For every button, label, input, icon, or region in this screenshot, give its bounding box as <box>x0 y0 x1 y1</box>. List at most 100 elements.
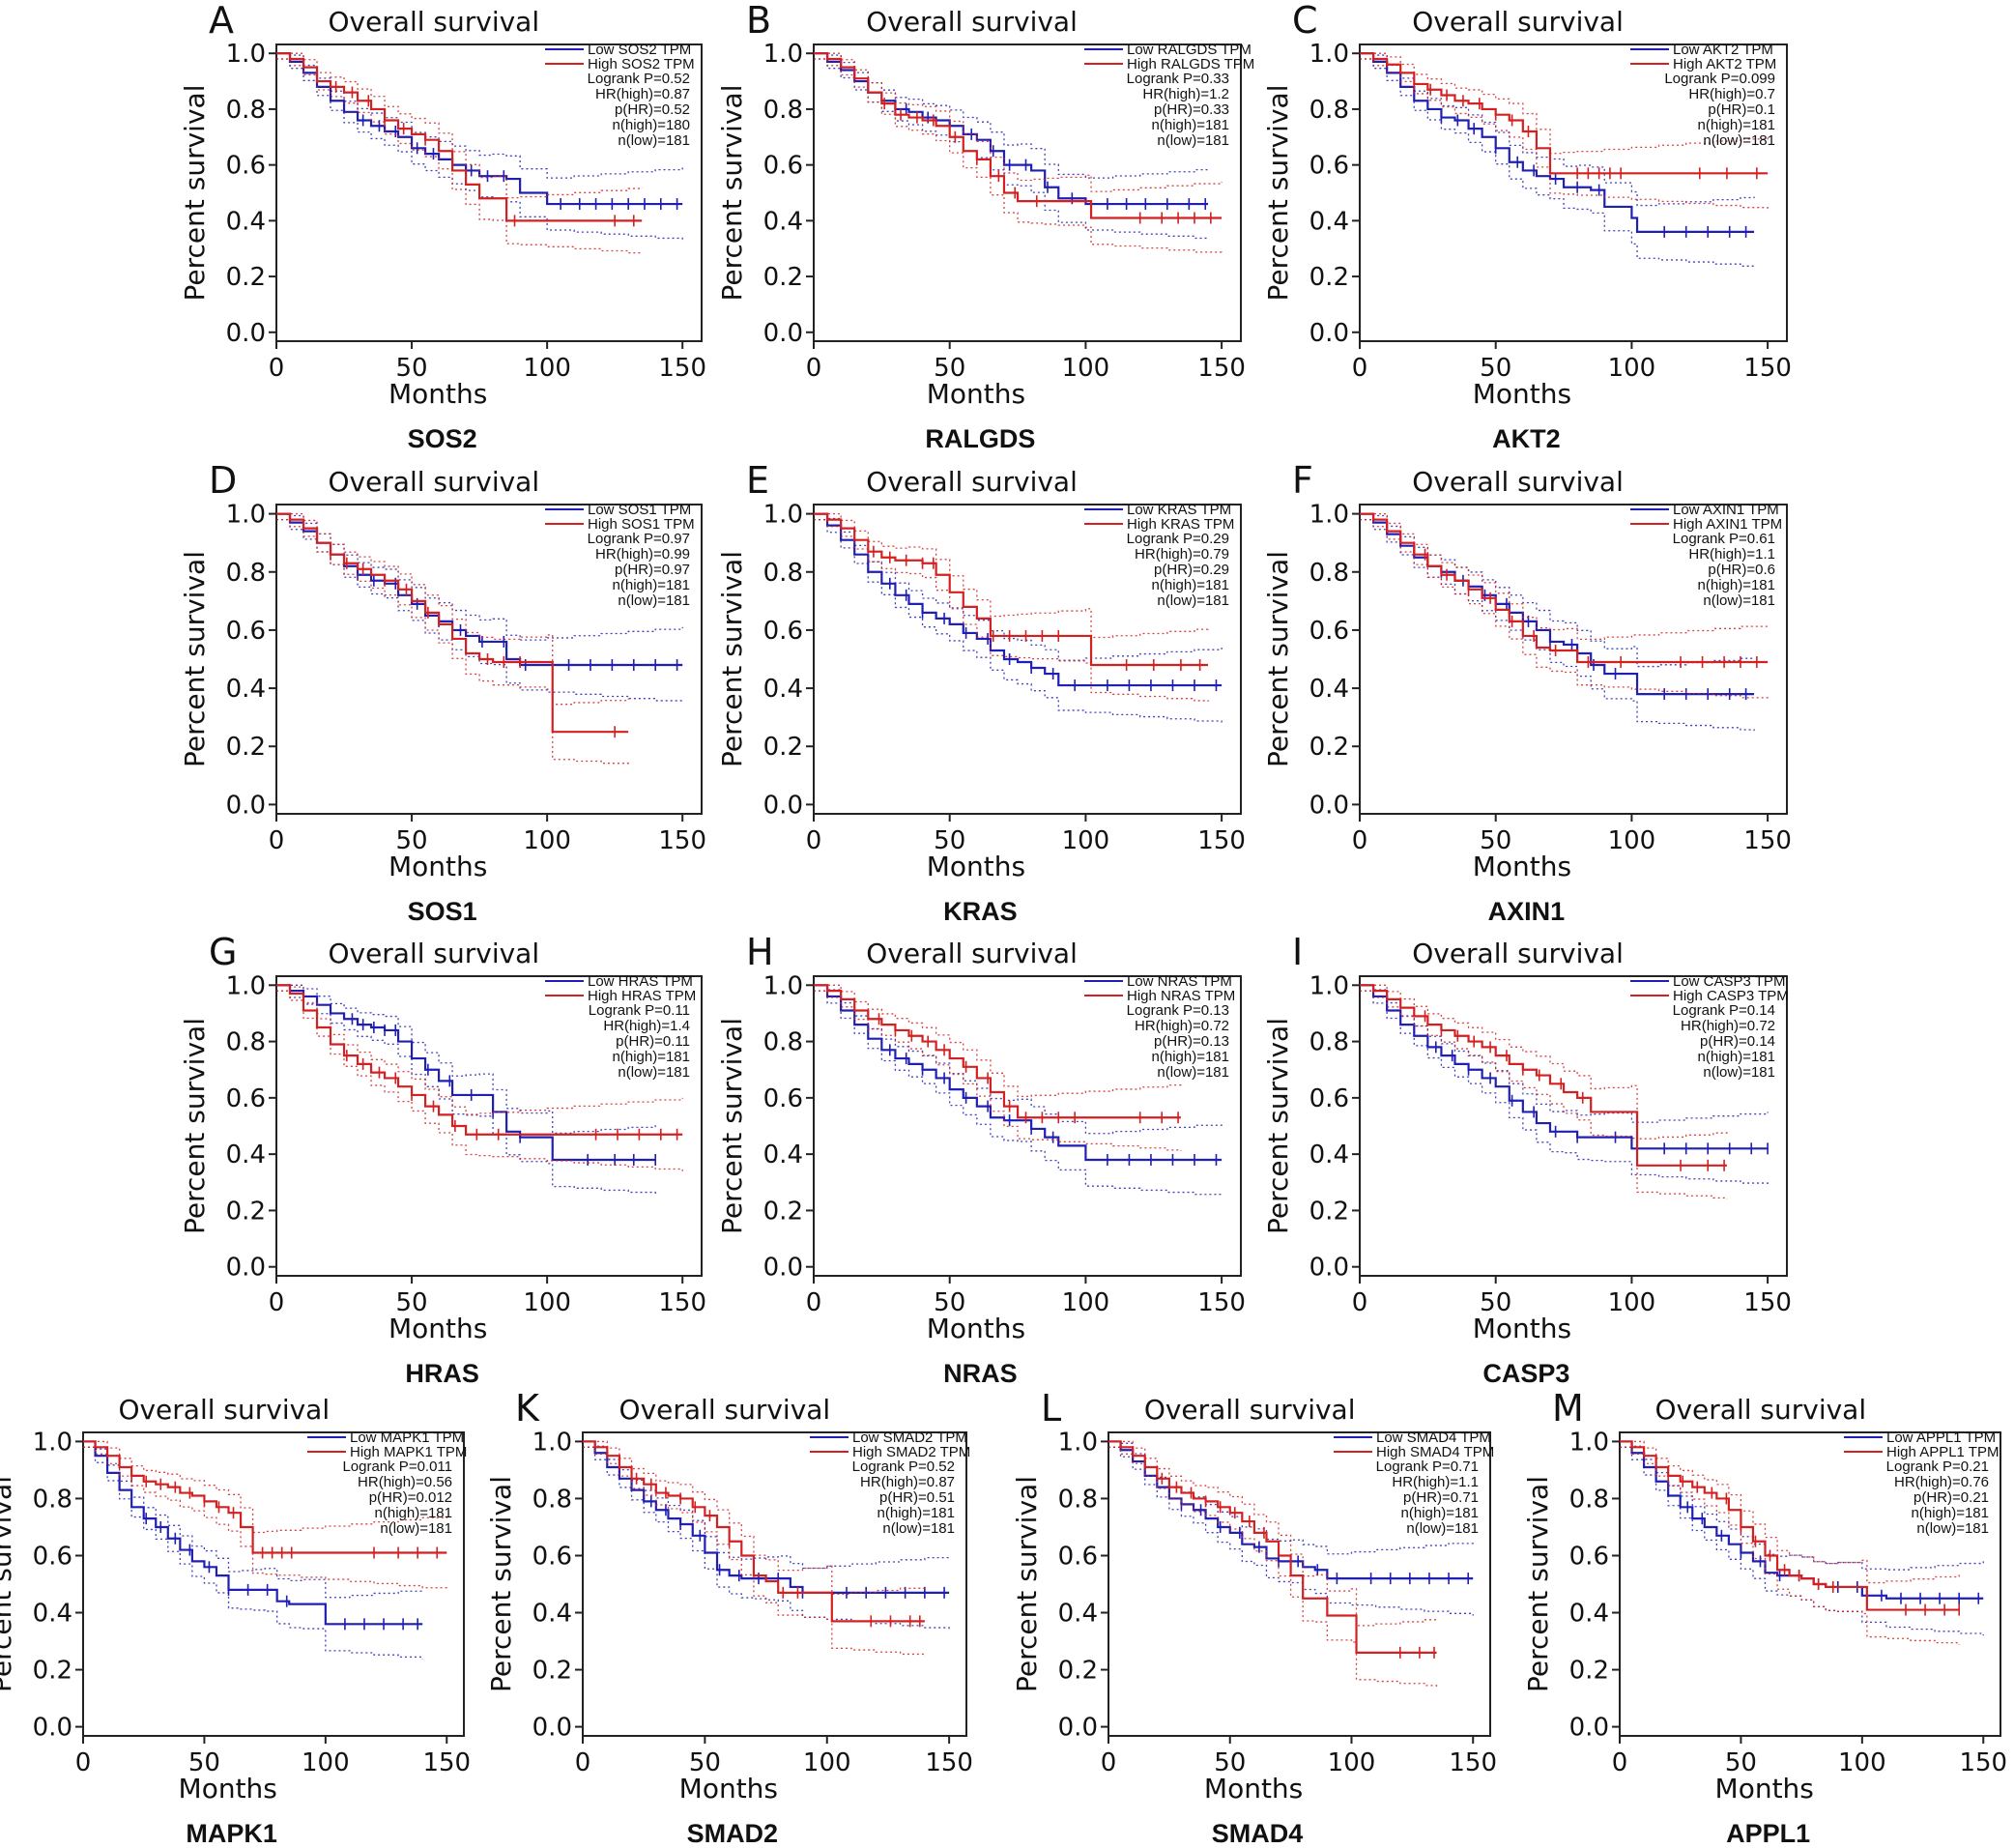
panel-letter: A <box>209 0 234 42</box>
x-tick-label: 100 <box>1838 1748 1886 1777</box>
legend-stat: Logrank P=0.33 <box>1127 71 1229 87</box>
legend-high-label: High SOS2 TPM <box>588 56 695 72</box>
legend-stat: HR(high)=1.1 <box>1392 1474 1479 1490</box>
legend-stat: p(HR)=0.71 <box>1403 1489 1479 1506</box>
x-tick-label: 0 <box>269 354 285 383</box>
legend-stat: n(low)=181 <box>1703 592 1775 609</box>
plot-frame <box>275 504 703 815</box>
high-expression-curve <box>1620 1440 1960 1611</box>
legend-stat: n(high)=181 <box>375 1505 452 1521</box>
x-tick-label: 0 <box>269 1288 285 1317</box>
legend-stat: p(HR)=0.1 <box>1708 101 1775 118</box>
y-tick-label: 0.2 <box>1309 1197 1349 1226</box>
y-axis-label: Percent survival <box>1262 85 1294 302</box>
x-tick-label: 0 <box>1352 1288 1368 1317</box>
y-tick-label: 1.0 <box>226 971 266 1000</box>
y-tick-label: 0.6 <box>763 152 803 181</box>
gene-label: SOS1 <box>408 897 477 926</box>
chart-title: Overall survival <box>866 938 1078 969</box>
legend-stat: n(low)=181 <box>618 592 690 609</box>
y-tick-label: 0.6 <box>763 1084 803 1113</box>
low-expression-curve <box>1360 52 1755 234</box>
y-axis-label: Percent survival <box>179 85 211 302</box>
survival-panel-sos2: A Overall survival 0.0 0.2 0.4 0.6 0.8 1.0 0 50 10… <box>145 0 760 453</box>
legend-stat: Logrank P=0.099 <box>1664 71 1775 87</box>
high-expression-curve <box>1108 1440 1437 1654</box>
y-axis-label: Percent survival <box>179 1018 211 1234</box>
x-axis-label: Months <box>1715 1773 1814 1805</box>
x-tick-label: 0 <box>75 1748 92 1777</box>
panel-letter: M <box>1552 1387 1584 1429</box>
high-confidence-band <box>276 518 629 765</box>
legend-stat: p(HR)=0.52 <box>615 101 690 118</box>
gene-label: KRAS <box>943 897 1018 926</box>
survival-panel-smad4: L Overall survival 0.0 0.2 0.4 0.6 0.8 1.0 0 50 10… <box>1005 1382 1548 1848</box>
gene-label: NRAS <box>943 1359 1018 1388</box>
legend-stat: HR(high)=0.72 <box>1681 1018 1775 1034</box>
y-tick-label: 0.4 <box>1569 1600 1609 1629</box>
y-tick-label: 0.8 <box>763 559 803 588</box>
y-tick-label: 0.2 <box>763 1197 803 1226</box>
y-tick-label: 0.0 <box>532 1714 572 1743</box>
x-tick-label: 50 <box>934 1288 965 1317</box>
survival-panel-akt2: C Overall survival 0.0 0.2 0.4 0.6 0.8 1.0 0 50 10… <box>1227 0 1845 453</box>
legend-stat: n(low)=181 <box>380 1520 452 1537</box>
y-tick-label: 0.8 <box>1309 96 1349 125</box>
survival-panel-hras: G Overall survival 0.0 0.2 0.4 0.6 0.8 1.0 0 50 10… <box>145 930 760 1388</box>
legend-low-label: Low SMAD4 TPM <box>1376 1429 1491 1446</box>
x-axis-label: Months <box>1473 1313 1571 1344</box>
high-confidence-band <box>1108 1440 1438 1627</box>
y-tick-label: 0.4 <box>226 207 266 236</box>
y-tick-label: 0.6 <box>532 1542 572 1571</box>
plot-frame <box>582 1431 967 1737</box>
high-expression-curve <box>276 512 629 734</box>
x-axis-label: Months <box>927 378 1025 410</box>
y-tick-label: 0.6 <box>226 1084 266 1113</box>
y-tick-label: 0.6 <box>33 1542 72 1571</box>
x-tick-label: 150 <box>1743 826 1792 855</box>
survival-panel-axin1: F Overall survival 0.0 0.2 0.4 0.6 0.8 1.0 0 50 10… <box>1227 459 1845 926</box>
y-tick-label: 0.6 <box>1309 617 1349 646</box>
x-tick-label: 0 <box>1352 354 1368 383</box>
legend-stat: n(low)=181 <box>1157 132 1229 149</box>
legend-stat: n(high)=181 <box>613 577 690 593</box>
legend-stat: n(high)=181 <box>1698 577 1775 593</box>
survival-chart-svg: H Overall survival 0.0 0.2 0.4 0.6 0.8 1.0 0 50 10… <box>716 931 1246 1388</box>
legend-stat: Logrank P=0.21 <box>1886 1458 1989 1475</box>
legend-stat: p(HR)=0.14 <box>1700 1033 1775 1050</box>
chart-title: Overall survival <box>328 6 539 38</box>
y-tick-label: 1.0 <box>532 1428 572 1457</box>
high-expression-curve <box>1360 52 1769 175</box>
x-tick-label: 50 <box>689 1748 721 1777</box>
legend-high-label: High NRAS TPM <box>1127 988 1235 1004</box>
legend-stat: n(high)=181 <box>1152 577 1229 593</box>
survival-chart-svg: I Overall survival 0.0 0.2 0.4 0.6 0.8 1.0 0 50 10… <box>1262 931 1792 1388</box>
low-confidence-band <box>276 990 656 1195</box>
x-tick-label: 100 <box>523 826 571 855</box>
legend-stat: n(low)=181 <box>1157 1064 1229 1081</box>
x-tick-label: 50 <box>1214 1748 1246 1777</box>
y-tick-label: 0.0 <box>226 791 266 820</box>
x-tick-label: 50 <box>396 826 428 855</box>
legend-high-label: High SOS1 TPM <box>588 516 695 533</box>
y-axis-label: Percent survival <box>1262 1018 1294 1234</box>
low-expression-curve <box>814 512 1223 687</box>
panel-letter: F <box>1292 459 1313 502</box>
legend-stat: n(low)=181 <box>1703 132 1775 149</box>
panel-letter: L <box>1041 1387 1061 1429</box>
legend-low-label: Low APPL1 TPM <box>1886 1429 1996 1446</box>
high-confidence-band <box>1360 990 1728 1199</box>
y-tick-label: 1.0 <box>1309 971 1349 1000</box>
legend-stat: Logrank P=0.97 <box>588 531 690 547</box>
survival-chart-svg: G Overall survival 0.0 0.2 0.4 0.6 0.8 1.0 0 50 10… <box>179 931 706 1388</box>
legend-low-label: Low SOS1 TPM <box>588 502 691 518</box>
high-confidence-band <box>814 512 1209 639</box>
y-tick-label: 1.0 <box>1309 501 1349 530</box>
legend-low-label: Low SOS2 TPM <box>588 42 691 58</box>
legend-low-label: Low SMAD2 TPM <box>852 1429 967 1446</box>
x-tick-label: 100 <box>1062 1288 1110 1317</box>
x-axis-label: Months <box>1473 378 1571 410</box>
legend-high-label: High AKT2 TPM <box>1673 56 1776 72</box>
legend-stat: Logrank P=0.52 <box>588 71 690 87</box>
high-confidence-band <box>1360 984 1728 1140</box>
